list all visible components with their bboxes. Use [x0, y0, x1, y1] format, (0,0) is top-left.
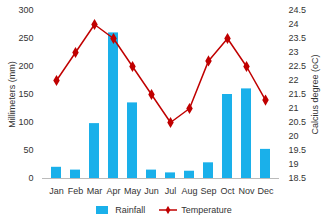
- svg-text:250: 250: [18, 33, 33, 43]
- svg-text:24.5: 24.5: [289, 5, 307, 15]
- svg-text:100: 100: [18, 117, 33, 127]
- svg-text:20: 20: [289, 131, 299, 141]
- svg-text:Dec: Dec: [257, 186, 274, 196]
- svg-text:Calcius degree (oC): Calcius degree (oC): [310, 54, 320, 134]
- svg-text:23.5: 23.5: [289, 33, 307, 43]
- svg-text:Jun: Jun: [144, 186, 159, 196]
- svg-text:Sep: Sep: [200, 186, 216, 196]
- svg-text:19: 19: [289, 159, 299, 169]
- svg-text:22: 22: [289, 75, 299, 85]
- svg-text:Aug: Aug: [181, 186, 197, 196]
- svg-text:Jan: Jan: [49, 186, 64, 196]
- svg-text:Millimeters (mm): Millimeters (mm): [7, 61, 17, 128]
- svg-text:18.5: 18.5: [289, 173, 307, 183]
- svg-text:0: 0: [28, 173, 33, 183]
- svg-text:20.5: 20.5: [289, 117, 307, 127]
- svg-text:50: 50: [23, 145, 33, 155]
- svg-text:21.5: 21.5: [289, 89, 307, 99]
- svg-text:May: May: [124, 186, 142, 196]
- svg-text:22.5: 22.5: [289, 61, 307, 71]
- html-text:Rainfall: Rainfall: [115, 205, 146, 215]
- svg-text:200: 200: [18, 61, 33, 71]
- svg-text:21: 21: [289, 103, 299, 113]
- svg-text:Nov: Nov: [238, 186, 255, 196]
- svg-text:Feb: Feb: [68, 186, 84, 196]
- svg-text:24: 24: [289, 19, 299, 29]
- svg-text:Mar: Mar: [87, 186, 103, 196]
- svg-text:Apr: Apr: [106, 186, 120, 196]
- svg-text:23: 23: [289, 47, 299, 57]
- svg-text:19.5: 19.5: [289, 145, 307, 155]
- svg-text:300: 300: [18, 5, 33, 15]
- svg-text:Jul: Jul: [165, 186, 177, 196]
- svg-text:150: 150: [18, 89, 33, 99]
- svg-text:Oct: Oct: [220, 186, 235, 196]
- html-text:Temperature: Temperature: [181, 205, 232, 215]
